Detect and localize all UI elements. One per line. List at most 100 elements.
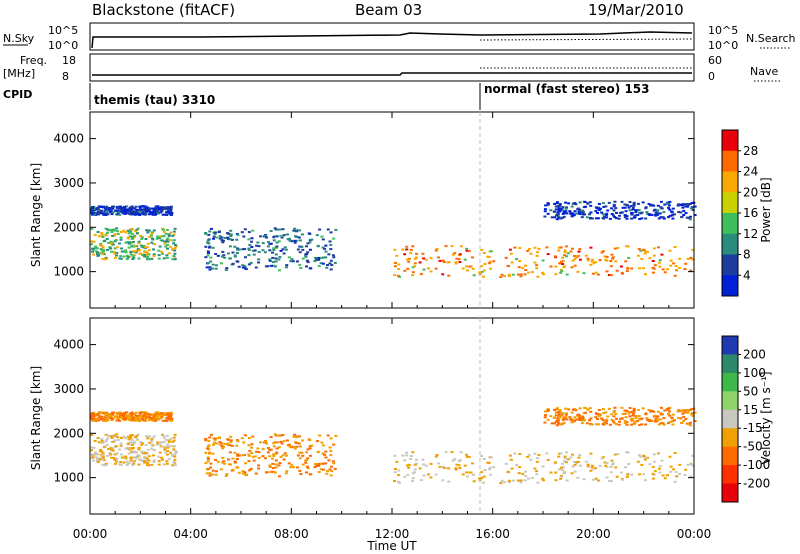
power-echo: [586, 259, 590, 262]
velocity-echo: [127, 448, 131, 451]
velocity-echo: [97, 441, 101, 444]
velocity-echo: [413, 468, 417, 471]
power-echo: [138, 206, 142, 209]
velocity-echo: [161, 441, 165, 444]
power-echo: [152, 229, 156, 232]
power-echo: [97, 235, 101, 238]
velocity-echo: [409, 454, 413, 457]
power-echo: [122, 255, 126, 258]
power-echo: [240, 231, 244, 234]
power-echo: [327, 253, 331, 256]
power-echo: [693, 214, 697, 217]
velocity-echo: [163, 448, 167, 451]
velocity-echo: [429, 476, 433, 479]
velocity-echo: [268, 449, 272, 452]
velocity-echo: [123, 418, 127, 421]
velocity-echo: [140, 450, 144, 453]
velocity-echo: [131, 451, 135, 454]
velocity-echo: [272, 453, 276, 456]
velocity-echo: [221, 447, 225, 450]
power-echo: [306, 242, 310, 245]
power-echo: [128, 213, 132, 216]
power-echo: [667, 216, 671, 219]
power-echo: [269, 230, 273, 233]
power-echo: [206, 239, 210, 242]
velocity-echo: [658, 465, 662, 468]
velocity-echo: [206, 468, 210, 471]
velocity-echo: [171, 440, 175, 443]
power-echo: [281, 228, 285, 231]
power-echo: [604, 258, 608, 261]
power-echo: [643, 252, 647, 255]
velocity-echo: [691, 454, 695, 457]
velocity-echo: [677, 417, 681, 420]
power-echo: [329, 243, 333, 246]
power-echo: [662, 211, 666, 214]
velocity-echo: [123, 416, 127, 419]
velocity-echo: [618, 420, 622, 423]
velocity-echo: [157, 460, 161, 463]
velocity-echo: [467, 455, 471, 458]
velocity-echo: [652, 460, 656, 463]
velocity-echo: [134, 411, 138, 414]
velocity-echo: [575, 461, 579, 464]
velocity-echo: [158, 413, 162, 416]
velocity-echo: [563, 457, 567, 460]
power-echo: [564, 201, 568, 204]
power-echo: [101, 251, 105, 254]
power-echo: [92, 209, 96, 212]
velocity-echo: [611, 462, 615, 465]
power-echo: [330, 264, 334, 267]
velocity-echo: [134, 418, 138, 421]
velocity-echo: [283, 452, 287, 455]
power-echo: [103, 212, 107, 215]
power-echo: [100, 209, 104, 212]
velocity-echo: [236, 466, 240, 469]
velocity-echo: [204, 451, 208, 454]
velocity-echo: [636, 419, 640, 422]
power-echo: [224, 268, 228, 271]
velocity-echo: [606, 415, 610, 418]
velocity-echo: [608, 423, 612, 426]
power-echo: [216, 254, 220, 257]
nsearch-label: N.Search: [746, 32, 796, 45]
velocity-echo: [161, 434, 165, 437]
power-echo: [581, 211, 585, 214]
power-echo: [105, 237, 109, 240]
power-echo: [633, 214, 637, 217]
velocity-echo: [115, 452, 119, 455]
colorbar-swatch: [722, 465, 738, 485]
power-echo: [670, 214, 674, 217]
power-echo: [691, 209, 695, 212]
power-echo: [110, 241, 114, 244]
velocity-echo: [91, 453, 95, 456]
power-echo: [561, 260, 565, 263]
velocity-echo: [612, 411, 616, 414]
power-echo: [574, 203, 578, 206]
velocity-echo: [138, 455, 142, 458]
power-echo: [163, 242, 167, 245]
velocity-echo: [333, 467, 337, 470]
power-echo: [243, 256, 247, 259]
power-echo: [618, 214, 622, 217]
power-echo: [264, 234, 268, 237]
power-echo: [101, 235, 105, 238]
velocity-echo: [435, 453, 439, 456]
velocity-echo: [686, 410, 690, 413]
power-echo: [654, 213, 658, 216]
power-echo: [128, 209, 132, 212]
velocity-echo: [553, 422, 557, 425]
nsky-tick-top: 10^5: [48, 24, 78, 37]
velocity-echo: [559, 477, 563, 480]
power-echo: [112, 205, 116, 208]
velocity-echo: [119, 442, 123, 445]
velocity-echo: [166, 446, 170, 449]
velocity-echo: [101, 456, 105, 459]
power-echo: [596, 217, 600, 220]
power-echo: [609, 265, 613, 268]
power-echo: [518, 246, 522, 249]
velocity-echo: [571, 408, 575, 411]
power-echo: [435, 247, 439, 250]
velocity-echo: [126, 462, 130, 465]
velocity-echo: [406, 473, 410, 476]
